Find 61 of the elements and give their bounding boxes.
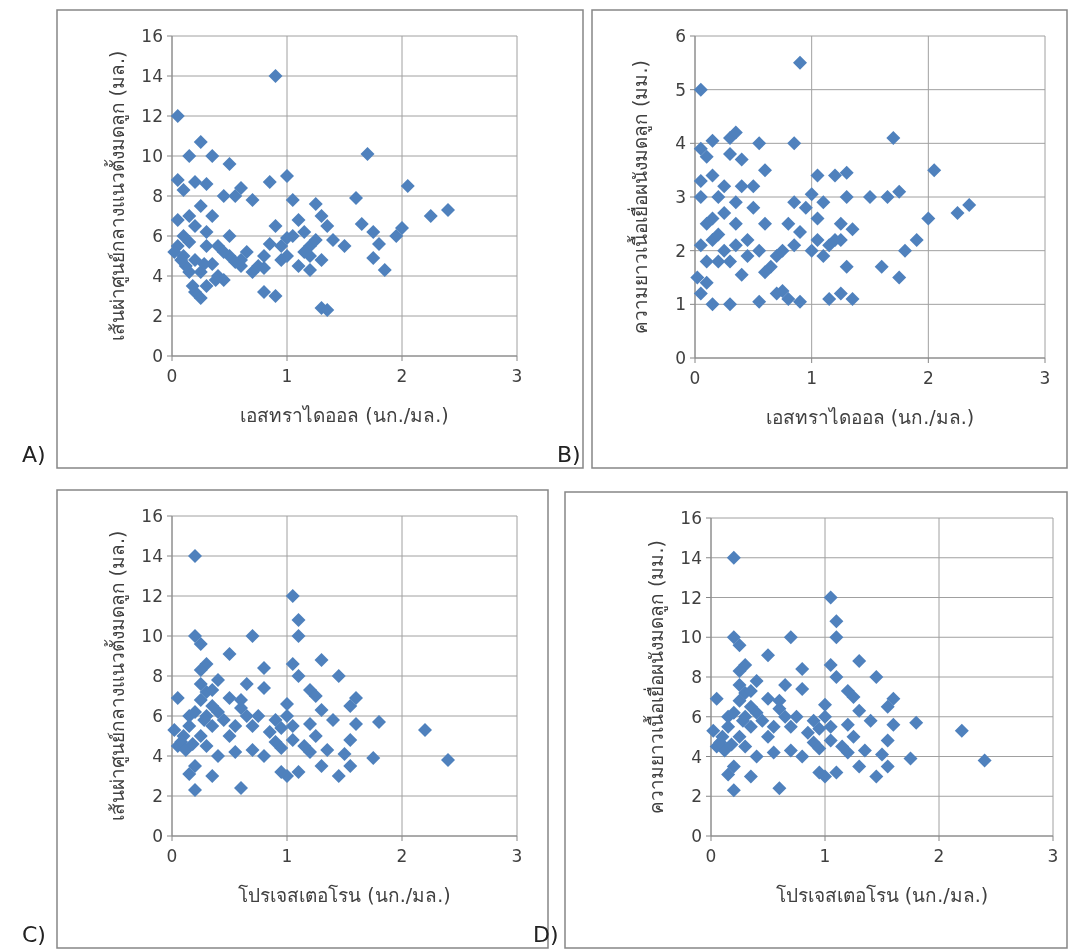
y-tick-label: 2	[691, 786, 702, 807]
text: A)	[22, 442, 46, 467]
y-axis-title: เส้นผ่าศูนย์กลางแนวตั้งมดลูก (มล.)	[104, 50, 129, 342]
y-tick-label: 4	[675, 133, 686, 154]
x-tick-label: 0	[705, 846, 717, 866]
y-tick-label: 0	[675, 348, 686, 368]
y-tick-label: 8	[691, 667, 702, 687]
x-axis-title: โปรเจสเตอโรน (นก./มล.)	[238, 884, 451, 906]
x-tick-label: 3	[1039, 368, 1051, 388]
x-axis-title: เอสทราไดออล (นก./มล.)	[240, 404, 449, 426]
x-tick-label: 2	[933, 846, 945, 866]
x-tick-label: 2	[396, 846, 408, 866]
x-tick-label: 1	[806, 368, 818, 388]
x-tick-label: 3	[511, 846, 523, 866]
y-tick-label: 0	[691, 826, 702, 846]
y-tick-label: 4	[152, 746, 163, 766]
text: C)	[22, 922, 46, 947]
y-tick-label: 6	[691, 706, 702, 727]
y-tick-label: 4	[691, 746, 702, 767]
x-tick-label: 1	[819, 846, 831, 866]
y-tick-label: 16	[141, 506, 163, 526]
y-axis-title: ความยาวเนื้อเยื่อผนังมดลูก (มม.)	[643, 540, 668, 814]
y-tick-label: 0	[152, 826, 163, 846]
y-tick-label: 6	[675, 26, 686, 46]
y-tick-label: 5	[675, 79, 686, 100]
x-tick-label: 2	[396, 366, 408, 386]
y-axis-title: เส้นผ่าศูนย์กลางแนวตั้งมดลูก (มล.)	[104, 530, 129, 822]
y-tick-label: 6	[152, 226, 163, 246]
y-tick-label: 14	[680, 547, 702, 568]
y-tick-label: 12	[680, 587, 702, 608]
y-tick-label: 1	[675, 294, 686, 315]
y-tick-label: 10	[141, 146, 163, 166]
y-tick-label: 8	[152, 666, 163, 686]
x-axis-title: เอสทราไดออล (นก./มล.)	[765, 406, 975, 428]
y-tick-label: 12	[141, 106, 163, 126]
y-tick-label: 16	[680, 508, 702, 528]
y-tick-label: 8	[152, 186, 163, 206]
y-tick-label: 6	[152, 706, 163, 726]
y-tick-label: 0	[152, 346, 163, 366]
x-tick-label: 1	[281, 366, 293, 386]
y-tick-label: 2	[152, 306, 163, 326]
y-tick-label: 3	[675, 187, 686, 207]
y-tick-label: 2	[675, 240, 686, 261]
y-axis-title: ความยาวเนื้อเยื่อผนังมดลูก (มม.)	[627, 60, 652, 334]
y-tick-label: 12	[141, 586, 163, 606]
x-tick-label: 2	[922, 368, 934, 388]
y-tick-label: 16	[141, 26, 163, 46]
x-tick-label: 0	[166, 846, 178, 866]
x-tick-label: 1	[281, 846, 293, 866]
x-tick-label: 3	[1047, 846, 1059, 866]
y-tick-label: 2	[152, 786, 163, 806]
text: D)	[533, 922, 559, 947]
y-tick-label: 10	[141, 626, 163, 646]
text: B)	[557, 442, 581, 467]
x-axis-title: โปรเจสเตอโรน (นก./มล.)	[775, 884, 989, 906]
y-tick-label: 4	[152, 266, 163, 286]
x-tick-label: 3	[511, 366, 523, 386]
x-tick-label: 0	[166, 366, 178, 386]
y-tick-label: 14	[141, 66, 163, 86]
y-tick-label: 14	[141, 546, 163, 566]
y-tick-label: 10	[680, 627, 702, 648]
